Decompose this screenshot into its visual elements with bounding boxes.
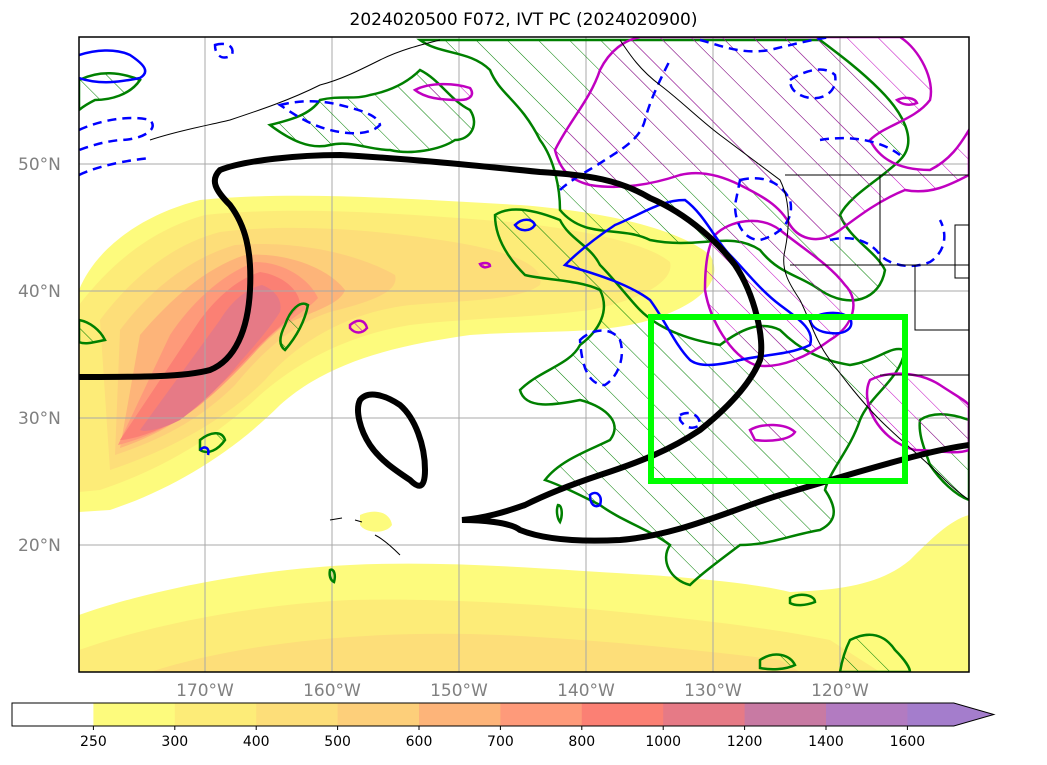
colorbar-segment <box>826 703 908 726</box>
colorbar-segment <box>663 703 746 726</box>
blue-dashed-10 <box>819 136 901 157</box>
colorbar-segment <box>419 703 501 726</box>
colorbar-tick-label: 1200 <box>727 734 763 750</box>
blue-dashed-3 <box>276 100 382 135</box>
black-contour-main <box>79 151 969 544</box>
colorbar <box>11 702 996 727</box>
blue-dashed-2 <box>79 156 151 177</box>
lat-label-50: 50°N <box>18 155 61 175</box>
map-area <box>79 37 969 672</box>
magenta-region-small-2 <box>748 423 797 442</box>
coastlines <box>149 39 969 556</box>
colorbar-segment <box>93 703 176 726</box>
colorbar-tick-label: 600 <box>406 734 433 750</box>
colorbar-segment <box>256 703 339 726</box>
colorbar-segment <box>174 703 257 726</box>
magenta-contours <box>348 37 969 454</box>
region-box <box>648 314 908 484</box>
green-region-south-3 <box>758 653 797 671</box>
colorbar-tick-label: 1600 <box>890 734 926 750</box>
colorbar-extend-arrow <box>907 703 994 726</box>
lon-label-160w: 160°W <box>303 681 361 701</box>
blue-dashed-6 <box>699 37 831 53</box>
green-region-tiny <box>328 568 337 584</box>
green-region-south-2 <box>838 633 912 672</box>
colorbar-segment <box>581 703 664 726</box>
blue-contours <box>79 49 853 508</box>
ivt-small-patch <box>360 511 392 532</box>
lon-label-120w: 120°W <box>811 681 869 701</box>
colorbar-segment <box>337 703 420 726</box>
green-region-tiny-2 <box>555 503 563 525</box>
blue-solid-6 <box>199 446 210 456</box>
hawaii <box>329 517 401 556</box>
lon-label-130w: 130°W <box>684 681 742 701</box>
colorbar-segment <box>500 703 583 726</box>
magenta-region-small-4 <box>894 96 919 106</box>
blue-solid-3 <box>808 311 853 335</box>
state-line-3 <box>914 265 969 331</box>
colorbar-tick-label: 800 <box>568 734 595 750</box>
blue-solid-2 <box>79 49 147 84</box>
lon-label-170w: 170°W <box>176 681 234 701</box>
colorbar-tick-label: 500 <box>324 734 351 750</box>
colorbar-labels: 250 300 400 500 600 700 800 1000 1200 1400 1600 <box>80 726 925 750</box>
blue-dashed-4 <box>578 329 624 387</box>
alaska-coast <box>149 39 441 141</box>
magenta-region-small-1 <box>412 82 474 102</box>
colorbar-tick-label: 300 <box>161 734 188 750</box>
blue-solid-5 <box>513 218 537 232</box>
colorbar-segment <box>744 703 827 726</box>
blue-dashed-8 <box>733 176 793 242</box>
bc-coast <box>619 39 969 501</box>
green-region-small-3 <box>79 318 107 345</box>
colorbar-tick-label: 1000 <box>645 734 681 750</box>
blue-dashed-1 <box>79 116 154 152</box>
blue-solid-1 <box>562 198 813 367</box>
colorbar-tick-label: 700 <box>487 734 514 750</box>
lon-label-140w: 140°W <box>557 681 615 701</box>
blue-solid-4 <box>588 491 602 508</box>
colorbar-segment <box>12 703 94 726</box>
lon-label-150w: 150°W <box>430 681 488 701</box>
green-region-south-1 <box>788 593 817 607</box>
magenta-region-small-3 <box>348 319 369 334</box>
blue-dashed-12 <box>213 42 234 59</box>
lat-labels: 50°N 40°N 30°N 20°N <box>18 155 61 556</box>
blue-dashed-7 <box>788 68 837 100</box>
black-contours <box>79 151 969 544</box>
colorbar-outline <box>11 702 996 727</box>
lat-label-30: 30°N <box>18 409 61 429</box>
tx-box <box>954 224 969 279</box>
blue-dashed-11 <box>678 411 702 429</box>
ivt-southern-band-3 <box>150 633 800 672</box>
lon-labels: 170°W 160°W 150°W 140°W 130°W 120°W <box>176 681 869 701</box>
colorbar-tick-label: 250 <box>80 734 107 750</box>
colorbar-tick-label: 400 <box>243 734 270 750</box>
map-frame <box>78 36 970 673</box>
black-contour-closed <box>355 391 429 489</box>
lat-label-40: 40°N <box>18 282 61 302</box>
lat-label-20: 20°N <box>18 536 61 556</box>
colorbar-tick-label: 1400 <box>808 734 844 750</box>
chart-title: 2024020500 F072, IVT PC (2024020900) <box>349 10 698 30</box>
green-region-small-1 <box>279 302 310 352</box>
magenta-region-small-5 <box>478 261 492 269</box>
